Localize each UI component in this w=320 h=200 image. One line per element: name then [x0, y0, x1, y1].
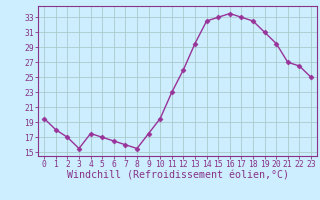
X-axis label: Windchill (Refroidissement éolien,°C): Windchill (Refroidissement éolien,°C): [67, 171, 289, 181]
